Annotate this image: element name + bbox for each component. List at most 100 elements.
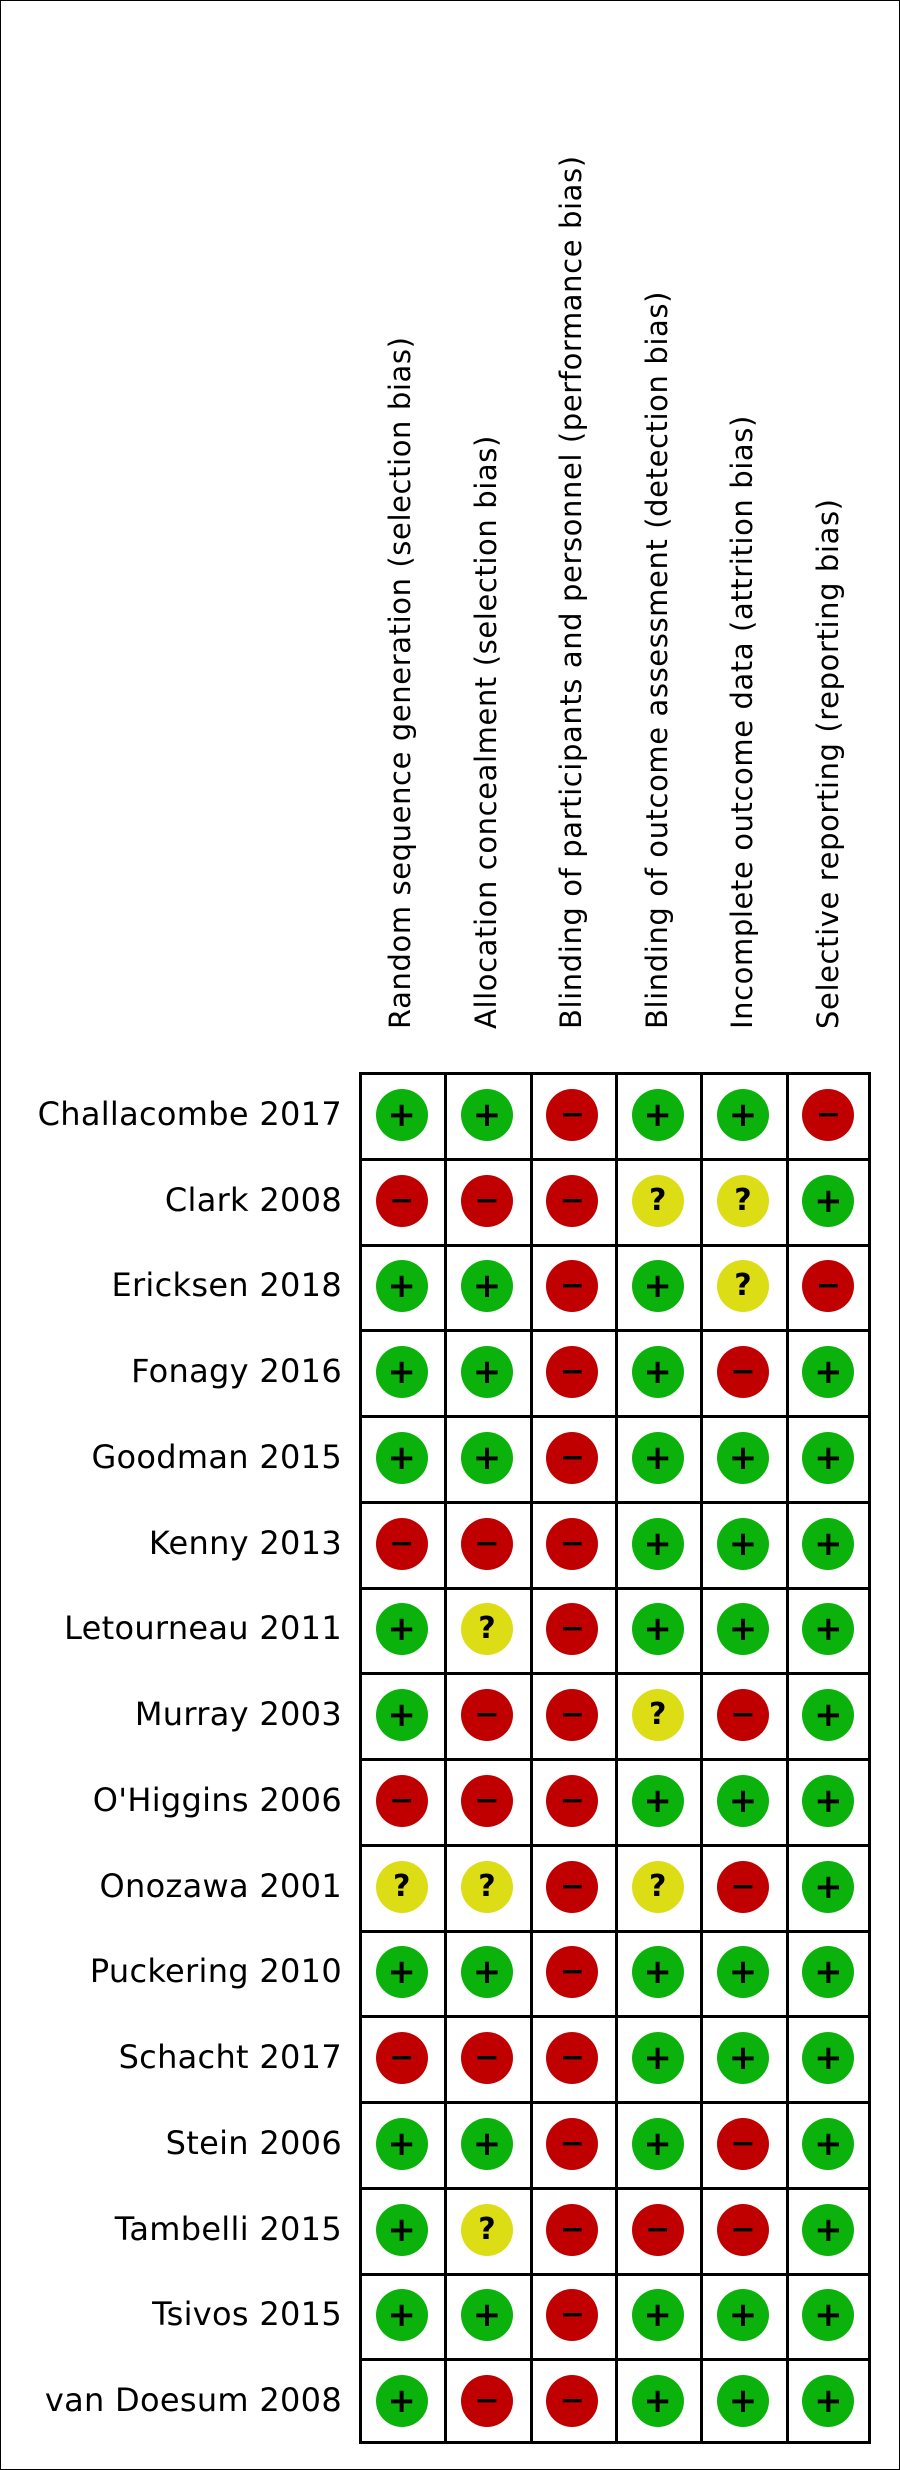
low-risk-icon: + bbox=[716, 1946, 769, 1999]
low-risk-icon: + bbox=[802, 2375, 855, 2428]
rating-cell: ? bbox=[700, 1244, 785, 1330]
study-label: Murray 2003 bbox=[134, 1695, 342, 1734]
rating-cell: + bbox=[615, 1758, 700, 1844]
rating-cell: + bbox=[786, 1930, 871, 2016]
column-header-label: Blinding of outcome assessment (detectio… bbox=[640, 291, 674, 1029]
rating-cell: − bbox=[700, 1329, 785, 1415]
rating-cell: ? bbox=[444, 1844, 529, 1930]
low-risk-icon: + bbox=[631, 2032, 684, 2085]
rating-cell: + bbox=[786, 1415, 871, 1501]
unclear-risk-icon: ? bbox=[460, 2203, 513, 2256]
rating-cell: + bbox=[700, 2358, 785, 2444]
low-risk-icon: + bbox=[460, 1946, 513, 1999]
low-risk-icon: + bbox=[802, 2203, 855, 2256]
rating-cell: − bbox=[444, 2358, 529, 2444]
grid-divider bbox=[362, 1157, 868, 1161]
high-risk-icon: − bbox=[375, 1774, 428, 1827]
rating-cell: + bbox=[615, 1415, 700, 1501]
rating-cell: + bbox=[444, 2101, 529, 2187]
low-risk-icon: + bbox=[716, 1774, 769, 1827]
study-label: Ericksen 2018 bbox=[111, 1266, 342, 1305]
unclear-risk-icon: ? bbox=[716, 1260, 769, 1313]
high-risk-icon: − bbox=[546, 1260, 599, 1313]
high-risk-icon: − bbox=[375, 1517, 428, 1570]
rating-cell: ? bbox=[359, 1844, 444, 1930]
low-risk-icon: + bbox=[631, 1774, 684, 1827]
risk-of-bias-grid: + + − + + − − − −?? + + + − +? − + + − + − + + + − + + + − − − + + + +? − +… bbox=[359, 1072, 871, 2444]
low-risk-icon: + bbox=[716, 2289, 769, 2342]
unclear-risk-icon: ? bbox=[460, 1860, 513, 1913]
unclear-risk-icon: ? bbox=[716, 1174, 769, 1227]
study-label: Clark 2008 bbox=[164, 1180, 342, 1219]
rating-cell: + bbox=[786, 2358, 871, 2444]
rating-cell: + bbox=[786, 2101, 871, 2187]
rating-cell: − bbox=[700, 1844, 785, 1930]
rating-cell: − bbox=[615, 2187, 700, 2273]
high-risk-icon: − bbox=[546, 1088, 599, 1141]
low-risk-icon: + bbox=[375, 2375, 428, 2428]
grid-divider bbox=[362, 1758, 868, 1761]
rating-cell: + bbox=[615, 1501, 700, 1587]
study-label: Stein 2006 bbox=[165, 2123, 342, 2162]
grid-divider bbox=[362, 1586, 868, 1590]
high-risk-icon: − bbox=[546, 2203, 599, 2256]
study-label: Fonagy 2016 bbox=[131, 1352, 342, 1391]
high-risk-icon: − bbox=[546, 1860, 599, 1913]
rating-cell: − bbox=[444, 1672, 529, 1758]
low-risk-icon: + bbox=[460, 1346, 513, 1399]
high-risk-icon: − bbox=[631, 2203, 684, 2256]
unclear-risk-icon: ? bbox=[631, 1860, 684, 1913]
rating-cell: + bbox=[359, 1072, 444, 1158]
study-label: Kenny 2013 bbox=[148, 1523, 342, 1562]
low-risk-icon: + bbox=[460, 1260, 513, 1313]
rating-cell: − bbox=[530, 1672, 615, 1758]
rating-cell: + bbox=[615, 2015, 700, 2101]
rating-cell: + bbox=[786, 2187, 871, 2273]
high-risk-icon: − bbox=[546, 1774, 599, 1827]
rating-cell: + bbox=[359, 2358, 444, 2444]
high-risk-icon: − bbox=[460, 1689, 513, 1742]
rating-cell: − bbox=[786, 1072, 871, 1158]
rating-cell: − bbox=[530, 2358, 615, 2444]
high-risk-icon: − bbox=[546, 1603, 599, 1656]
rating-cell: + bbox=[700, 2015, 785, 2101]
rating-cell: − bbox=[359, 1158, 444, 1244]
rating-cell: ? bbox=[444, 1587, 529, 1673]
high-risk-icon: − bbox=[546, 1346, 599, 1399]
rating-cell: − bbox=[530, 1587, 615, 1673]
high-risk-icon: − bbox=[546, 1431, 599, 1484]
rating-cell: − bbox=[444, 2015, 529, 2101]
rating-cell: ? bbox=[444, 2187, 529, 2273]
high-risk-icon: − bbox=[460, 2032, 513, 2085]
high-risk-icon: − bbox=[716, 2117, 769, 2170]
low-risk-icon: + bbox=[375, 2289, 428, 2342]
rating-cell: − bbox=[444, 1501, 529, 1587]
high-risk-icon: − bbox=[546, 1689, 599, 1742]
rating-cell: − bbox=[530, 1244, 615, 1330]
rating-cell: + bbox=[359, 1329, 444, 1415]
rating-cell: + bbox=[700, 2273, 785, 2359]
rating-cell: + bbox=[615, 2101, 700, 2187]
rating-cell: + bbox=[359, 1244, 444, 1330]
column-header-label: Blinding of participants and personnel (… bbox=[554, 155, 588, 1029]
high-risk-icon: − bbox=[716, 1860, 769, 1913]
study-label: Schacht 2017 bbox=[118, 2038, 342, 2077]
low-risk-icon: + bbox=[802, 2117, 855, 2170]
study-label: O'Higgins 2006 bbox=[92, 1780, 342, 1819]
low-risk-icon: + bbox=[716, 1603, 769, 1656]
rating-cell: + bbox=[359, 1930, 444, 2016]
high-risk-icon: − bbox=[546, 1174, 599, 1227]
low-risk-icon: + bbox=[631, 1346, 684, 1399]
rating-cell: + bbox=[786, 1501, 871, 1587]
rating-cell: − bbox=[359, 2015, 444, 2101]
high-risk-icon: − bbox=[716, 2203, 769, 2256]
low-risk-icon: + bbox=[802, 1346, 855, 1399]
study-label: Puckering 2010 bbox=[89, 1952, 342, 1991]
rating-cell: − bbox=[530, 1758, 615, 1844]
high-risk-icon: − bbox=[546, 1517, 599, 1570]
grid-divider bbox=[362, 1329, 868, 1333]
high-risk-icon: − bbox=[802, 1088, 855, 1141]
low-risk-icon: + bbox=[631, 1088, 684, 1141]
rating-cell: + bbox=[700, 1930, 785, 2016]
rating-cell: − bbox=[444, 1758, 529, 1844]
